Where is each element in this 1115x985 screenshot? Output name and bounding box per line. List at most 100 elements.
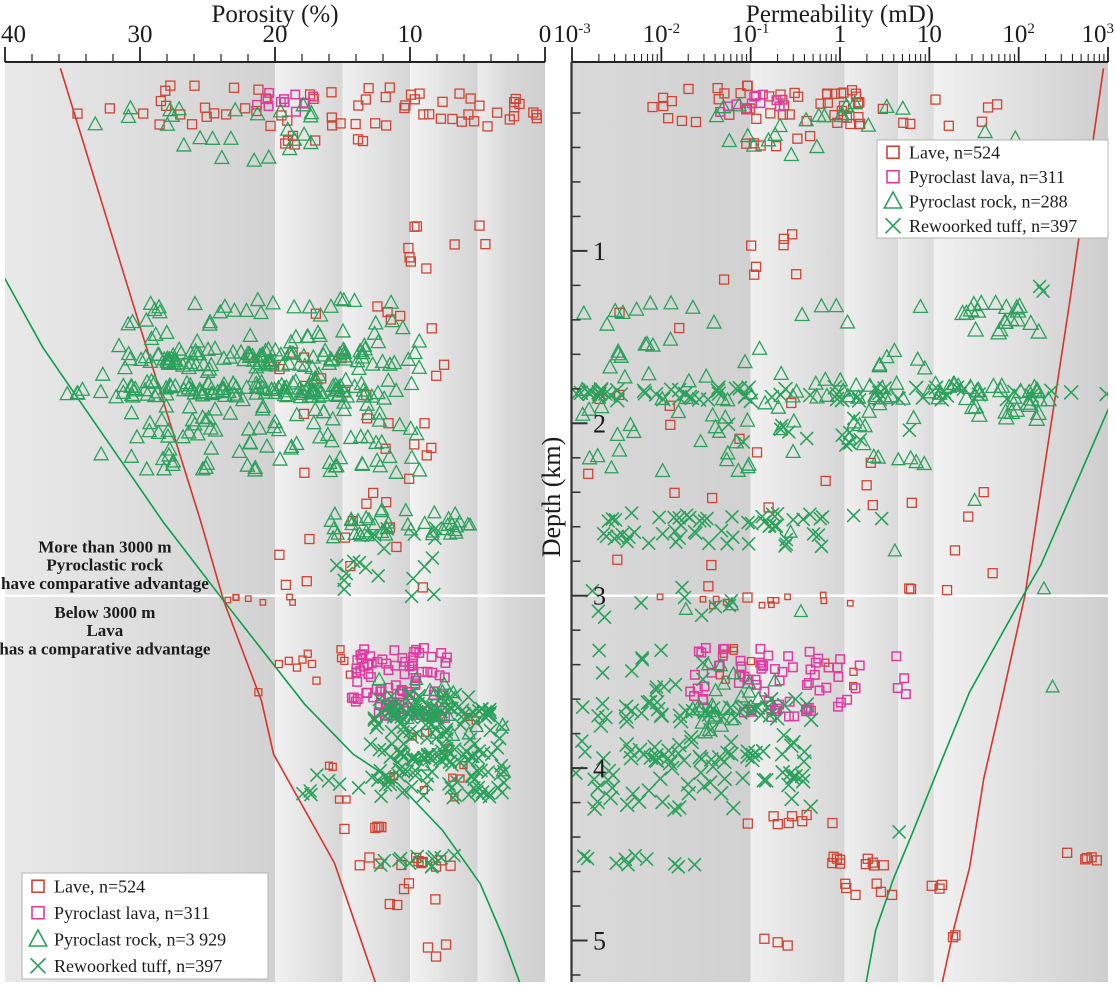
scatter-point [941, 584, 953, 596]
scatter-point [146, 387, 163, 403]
scatter-point [846, 508, 861, 523]
scatter-point [445, 860, 456, 871]
scatter-point [856, 417, 874, 433]
scatter-point [640, 695, 656, 710]
scatter-point [894, 99, 911, 115]
scatter-point [718, 451, 735, 467]
scatter-point [789, 87, 800, 99]
scatter-point [729, 646, 738, 655]
scatter-point [424, 109, 435, 120]
scatter-point [364, 528, 379, 543]
scatter-point [406, 344, 423, 360]
scatter-point [696, 656, 710, 670]
scatter-point [711, 386, 727, 402]
scatter-point [687, 857, 702, 872]
scatter-point [149, 383, 166, 399]
scatter-point [337, 371, 354, 387]
scatter-point [835, 654, 846, 665]
scatter-point [784, 109, 795, 120]
scatter-point [597, 610, 612, 624]
scatter-point [755, 657, 766, 668]
scatter-point [696, 647, 707, 658]
scatter-point [418, 109, 429, 120]
scatter-point [662, 755, 678, 771]
scatter-point [337, 582, 351, 597]
scatter-point [69, 384, 86, 400]
scatter-point [260, 148, 277, 164]
scatter-point [682, 510, 697, 525]
scatter-point [846, 85, 858, 96]
scatter-point [404, 473, 415, 484]
scatter-point [398, 502, 414, 517]
scatter-point [681, 786, 697, 801]
scatter-point [722, 700, 738, 715]
scatter-point [694, 608, 709, 623]
scatter-point [301, 576, 312, 587]
scatter-point [448, 687, 463, 702]
scatter-point [365, 672, 376, 683]
scatter-point [685, 686, 696, 697]
scatter-point [292, 385, 309, 400]
scatter-point [180, 423, 197, 439]
trend-lines [5, 67, 1108, 982]
scatter-point [197, 411, 214, 427]
legend-box [21, 872, 269, 980]
scatter-point [354, 456, 371, 471]
scatter-point [581, 400, 598, 416]
scatter-point [358, 509, 374, 524]
scatter-point [912, 298, 929, 314]
scatter-point [326, 381, 344, 397]
scatter-point [410, 752, 425, 767]
scatter-point [335, 341, 352, 356]
scatter-point [741, 104, 752, 115]
scatter-point [887, 542, 903, 557]
scatter-point [984, 377, 1003, 394]
scatter-point [878, 98, 895, 114]
scatter-point [370, 333, 387, 349]
scatter-point [655, 527, 670, 541]
scatter-point [730, 96, 748, 112]
scatter-point [127, 380, 144, 396]
scatter-point [331, 386, 348, 401]
scatter-point [416, 789, 431, 803]
scatter-point [793, 91, 804, 102]
scatter-point [353, 375, 370, 391]
scatter-point [435, 521, 451, 536]
scatter-point [809, 669, 820, 680]
scatter-point [248, 384, 265, 400]
depth-tick-label: 1 [593, 237, 606, 266]
scatter-point [467, 772, 481, 787]
scatter-point [1036, 284, 1050, 298]
scatter-point [201, 313, 219, 329]
scatter-point [428, 521, 443, 535]
scatter-point [718, 274, 730, 285]
scatter-point [1019, 393, 1037, 410]
scatter-point [215, 375, 233, 391]
scatter-point [627, 525, 642, 540]
scatter-point [224, 596, 232, 604]
scatter-point [849, 681, 858, 691]
scatter-point [839, 387, 856, 403]
scatter-point [691, 392, 707, 407]
scatter-point [721, 417, 736, 431]
scatter-point [72, 108, 83, 119]
scatter-point [598, 315, 616, 331]
scatter-point [246, 151, 263, 167]
scatter-point [763, 502, 774, 513]
scatter-point [390, 660, 401, 671]
scatter-point [417, 582, 428, 593]
scatter-point [854, 660, 865, 671]
scatter-point [767, 126, 784, 141]
depth-tick-label: 2 [593, 409, 606, 438]
scatter-point [430, 951, 442, 962]
scatter-point [693, 646, 704, 657]
scatter-point [244, 595, 252, 603]
scatter-point [436, 648, 447, 659]
scatter-point [612, 554, 623, 565]
scatter-point [290, 106, 301, 117]
scatter-point [252, 304, 270, 320]
scatter-point [464, 712, 473, 722]
scatter-point [307, 659, 317, 669]
